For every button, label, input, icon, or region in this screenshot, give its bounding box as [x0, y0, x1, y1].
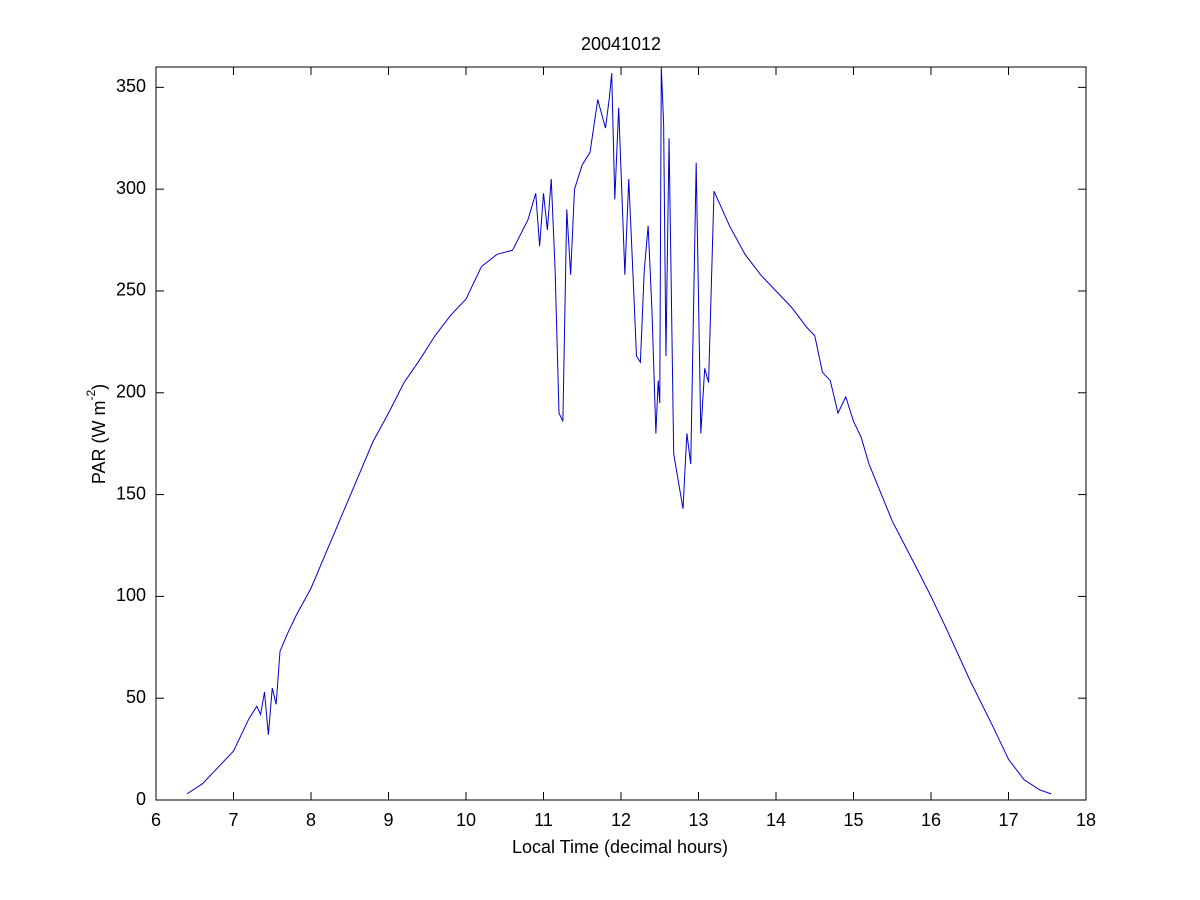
- y-axis-label-text: PAR (W m: [89, 401, 109, 485]
- x-tick-label: 16: [921, 810, 941, 830]
- y-tick-label: 0: [136, 789, 146, 809]
- x-tick-label: 10: [456, 810, 476, 830]
- chart-title: 20041012: [581, 34, 661, 54]
- x-tick-label: 9: [383, 810, 393, 830]
- x-tick-label: 18: [1076, 810, 1096, 830]
- y-tick-label: 300: [116, 178, 146, 198]
- y-tick-label: 150: [116, 483, 146, 503]
- x-tick-label: 14: [766, 810, 786, 830]
- x-tick-label: 13: [688, 810, 708, 830]
- y-axis-label: PAR (W m-2): [84, 384, 109, 484]
- x-tick-label: 6: [151, 810, 161, 830]
- x-tick-label: 15: [843, 810, 863, 830]
- y-tick-label: 350: [116, 76, 146, 96]
- x-tick-label: 11: [534, 810, 553, 830]
- y-tick-label: 200: [116, 382, 146, 402]
- x-axis-label: Local Time (decimal hours): [512, 837, 728, 857]
- y-axis-label-sup: -2: [84, 390, 98, 401]
- x-tick-label: 7: [228, 810, 238, 830]
- x-tick-label: 8: [306, 810, 316, 830]
- x-tick-label: 12: [611, 810, 631, 830]
- y-tick-label: 100: [116, 585, 146, 605]
- y-tick-label: 250: [116, 280, 146, 300]
- data-line: [186, 66, 1052, 795]
- x-tick-label: 17: [998, 810, 1018, 830]
- plot-area: [155, 66, 1087, 801]
- y-axis-label-end: ): [89, 384, 109, 390]
- y-tick-label: 50: [126, 687, 146, 707]
